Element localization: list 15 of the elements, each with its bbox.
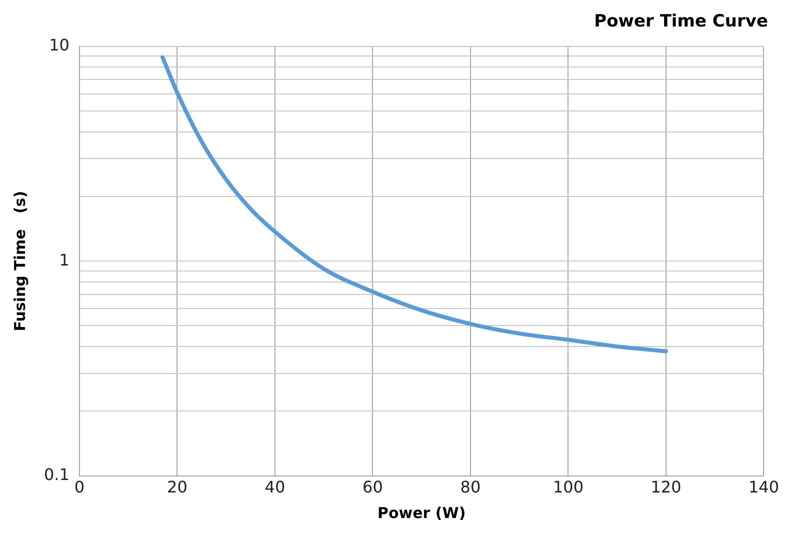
x-tick-label: 40 xyxy=(264,478,286,497)
line-series xyxy=(160,55,668,354)
y-axis-title: Fusing Time (s) xyxy=(10,190,29,332)
x-tick-label: 20 xyxy=(167,478,188,497)
chart-title: Power Time Curve xyxy=(594,12,768,32)
x-tick-label: 60 xyxy=(362,478,383,497)
x-tick-label: 120 xyxy=(650,478,682,497)
x-axis-title: Power (W) xyxy=(377,504,466,522)
y-tick-label: 0.1 xyxy=(44,464,70,484)
x-tick-label: 140 xyxy=(748,478,780,497)
x-tick-label: 0 xyxy=(74,478,85,497)
y-tick-label: 10 xyxy=(49,36,70,55)
y-tick-label: 1 xyxy=(59,250,70,270)
x-tick-label: 100 xyxy=(552,478,584,497)
x-tick-label: 80 xyxy=(460,478,481,497)
